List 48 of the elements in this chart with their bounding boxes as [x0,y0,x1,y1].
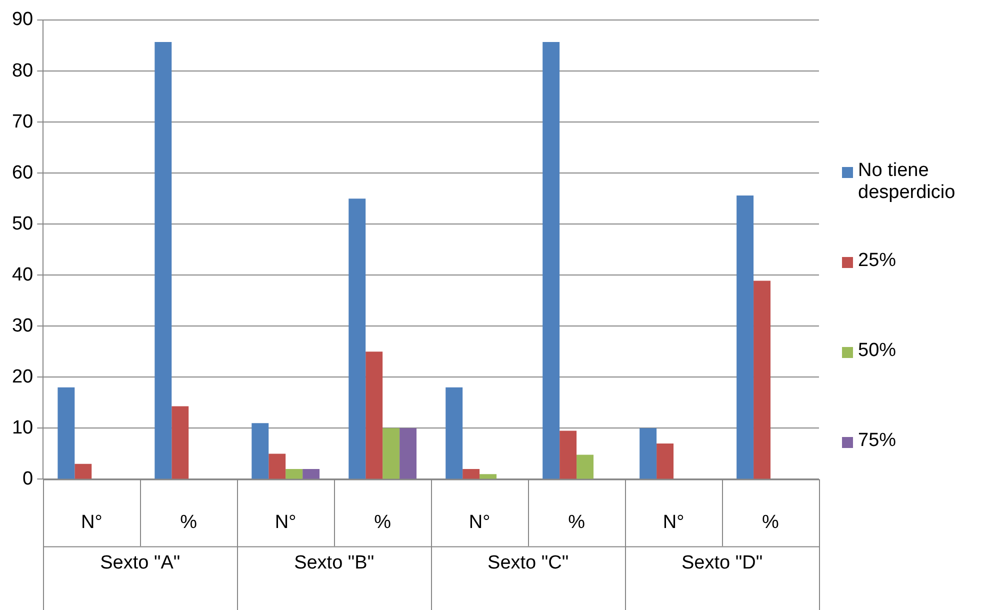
bar [656,443,674,479]
y-tick-label: 20 [12,366,34,388]
bar [286,468,303,479]
bar [576,454,594,479]
bar [268,454,286,479]
bar [348,198,366,479]
x-tick-label: % [762,512,780,533]
text: Sexto "A" [100,552,180,574]
text: Sexto "C" [488,552,569,574]
x-tick-label: N° [662,512,684,533]
y-tick-label: 80 [12,60,34,82]
x-tick-label: N° [274,512,296,533]
bar [252,423,269,479]
y-tick-label: 30 [12,315,34,336]
x-tick-label: N° [468,512,490,533]
bar [74,464,92,479]
legend-label: No tiene desperdicio [858,160,956,204]
y-tick-label: 40 [12,264,34,286]
bar [302,468,320,479]
x-tick-label: % [374,512,392,533]
y-tick-label: 50 [12,213,34,234]
text: Sexto "B" [294,552,374,574]
bar [58,387,75,479]
x-tick-label: N° [80,512,102,533]
bar [462,468,480,479]
bar [366,352,383,479]
y-tick-label: 10 [12,417,34,438]
bar [400,428,417,479]
bar [480,474,497,479]
text: Sexto "D" [681,552,763,574]
bar [754,280,771,479]
bar [446,387,463,479]
y-tick-label: 70 [12,111,34,132]
y-tick-label: 0 [22,468,34,490]
y-tick-label: 60 [12,162,34,184]
legend-label: 50% [858,340,896,362]
bar [154,42,172,479]
x-tick-label: % [180,512,198,533]
bar [172,406,189,479]
bar [640,428,657,479]
legend-label: 75% [858,430,896,452]
bar [542,42,560,479]
x-tick-label: % [568,512,586,533]
bar [560,430,577,479]
bar [382,428,400,479]
bar [736,196,754,479]
legend-label: 25% [858,250,896,272]
y-tick-label: 90 [12,9,34,30]
